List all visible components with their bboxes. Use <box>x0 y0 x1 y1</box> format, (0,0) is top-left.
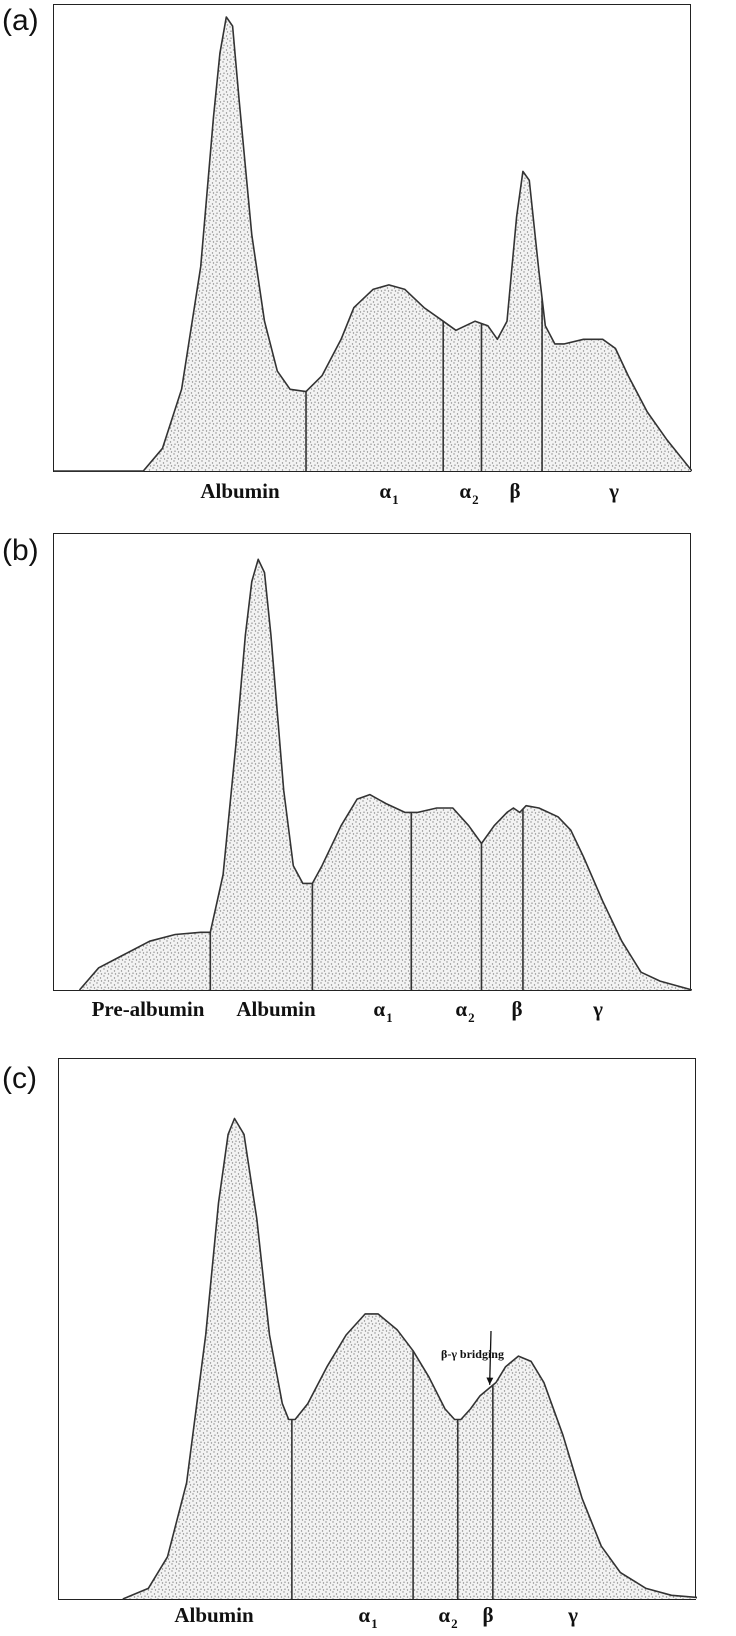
panel-c-label-beta-text: β <box>482 1603 494 1627</box>
panel-b-label-alpha2-sub: 2 <box>468 1010 475 1025</box>
panel-b-label-alpha2-text: α <box>455 997 468 1021</box>
panel-c-label-gamma-text: γ <box>568 1603 578 1627</box>
panel-c-label-albumin-text: Albumin <box>174 1603 254 1627</box>
panel-c-annotation-beta-gamma-bridging: β-γ bridging <box>441 1347 504 1361</box>
panel-b-label-gamma-text: γ <box>593 997 603 1021</box>
panel-c-label-albumin: Albumin <box>174 1603 253 1628</box>
panel-b-label: (b) <box>2 534 39 567</box>
panel-c-label-alpha1-text: α <box>358 1603 371 1627</box>
panel-b-label-prealbumin: Pre-albumin <box>92 997 205 1022</box>
panel-a-plot <box>53 4 692 472</box>
panel-b-profile-curve <box>78 558 692 991</box>
panel-a-label-beta-text: β <box>509 479 521 503</box>
panel-a-label-alpha1-sub: 1 <box>392 492 399 507</box>
panel-a-label-gamma-text: γ <box>609 479 619 503</box>
panel-a-label-gamma: γ <box>609 479 619 504</box>
panel-a-label-alpha1-text: α <box>379 479 392 503</box>
panel-a-label-albumin: Albumin <box>200 479 279 504</box>
panel-c-label-alpha2: α2 <box>438 1603 458 1631</box>
panel-a-label-albumin-text: Albumin <box>200 479 280 503</box>
panel-b-label-beta-text: β <box>511 997 523 1021</box>
panel-c-profile-area <box>122 1118 697 1599</box>
panel-c-label-alpha1: α1 <box>358 1603 378 1631</box>
panel-a-label: (a) <box>2 4 39 37</box>
panel-c-annotation-arrowhead <box>486 1377 494 1385</box>
panel-b-label-albumin-text: Albumin <box>236 997 316 1021</box>
panel-a-label-alpha2-sub: 2 <box>472 492 479 507</box>
panel-b-label-alpha2: α2 <box>455 997 475 1025</box>
panel-b-plot <box>53 533 692 991</box>
panel-c-label-beta: β <box>482 1603 493 1628</box>
panel-a-label-alpha2-text: α <box>459 479 472 503</box>
panel-c-profile-curve <box>122 1117 697 1600</box>
panel-a-profile-curve <box>54 16 692 472</box>
panel-c-plot <box>58 1058 697 1600</box>
panel-c-label-alpha1-sub: 1 <box>371 1616 378 1631</box>
panel-c-annotation-arrow <box>489 1330 492 1385</box>
panel-b-profile-area <box>79 559 692 990</box>
panel-c-chart <box>122 1117 697 1600</box>
panel-b-label-prealbumin-text: Pre-albumin <box>91 997 205 1021</box>
panel-a-label-alpha1: α1 <box>379 479 399 507</box>
panel-a-chart <box>54 16 692 472</box>
panel-a-label-beta: β <box>509 479 520 504</box>
panel-b-label-alpha1-text: α <box>373 997 386 1021</box>
panel-b-label-beta: β <box>511 997 522 1022</box>
panel-b-chart <box>78 558 692 991</box>
panel-c-label: (c) <box>2 1062 37 1095</box>
panel-b-label-alpha1-sub: 1 <box>386 1010 393 1025</box>
panel-b-label-albumin: Albumin <box>236 997 315 1022</box>
panel-b-label-alpha1: α1 <box>373 997 393 1025</box>
panel-c-label-alpha2-sub: 2 <box>451 1616 458 1631</box>
panel-c-label-alpha2-text: α <box>438 1603 451 1627</box>
panel-a-label-alpha2: α2 <box>459 479 479 507</box>
panel-a-profile-area <box>54 17 692 471</box>
panel-b-label-gamma: γ <box>593 997 603 1022</box>
panel-c-label-gamma: γ <box>568 1603 578 1628</box>
